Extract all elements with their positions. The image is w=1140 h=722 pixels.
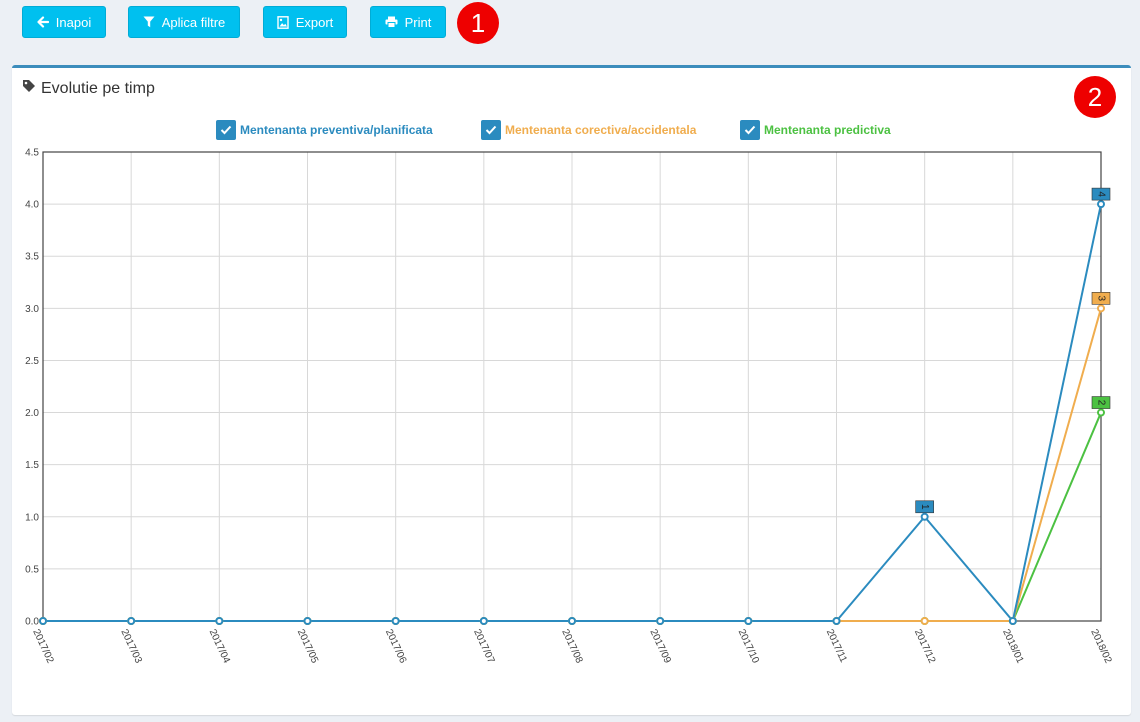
data-point [1097, 200, 1105, 209]
annotation-badge-2: 2 [1074, 76, 1116, 118]
data-point [303, 617, 312, 625]
x-tick-label: 2017/06 [383, 628, 408, 666]
checkbox-checked-icon[interactable] [740, 120, 760, 140]
data-label-box [1091, 396, 1111, 409]
back-button-label: Inapoi [55, 14, 92, 30]
panel-header: Evolutie pe timp [22, 79, 155, 98]
checkbox-checked-icon[interactable] [481, 120, 501, 140]
data-label-box [1091, 187, 1111, 201]
x-tick-label: 2017/09 [647, 628, 672, 666]
annotation-badge-1: 1 [457, 2, 499, 44]
data-point [215, 617, 224, 625]
data-point [656, 617, 665, 625]
y-tick-label: 2.5 [25, 356, 39, 367]
data-label-box [915, 500, 934, 514]
legend-label-preventive: Mentenanta preventiva/planificata [240, 123, 433, 137]
y-tick-label: 0.0 [25, 617, 39, 628]
data-label: 2 [1096, 400, 1107, 406]
data-point [568, 617, 576, 625]
data-point [1008, 617, 1017, 625]
data-point [744, 617, 753, 625]
data-point [391, 617, 400, 625]
x-tick-label: 2017/02 [30, 628, 55, 666]
y-tick-label: 2.0 [25, 408, 39, 419]
chart-panel: Evolutie pe timp 2 Mentenanta preventiva… [12, 65, 1131, 715]
apply-filters-button[interactable]: Aplica filtre [128, 6, 240, 38]
y-tick-label: 3.5 [25, 252, 39, 263]
legend-item-preventive[interactable]: Mentenanta preventiva/planificata [216, 120, 433, 140]
x-tick-label: 2017/04 [207, 628, 232, 666]
x-tick-label: 2018/01 [1000, 628, 1025, 666]
export-button[interactable]: Export [263, 6, 347, 38]
image-file-icon [277, 15, 289, 29]
data-label: 4 [1096, 191, 1107, 197]
data-point [479, 617, 488, 625]
arrow-left-icon [37, 16, 49, 28]
legend-label-predictive: Mentenanta predictiva [764, 123, 891, 137]
export-button-label: Export [295, 14, 334, 30]
line-chart: 2017/02 2017/03 2017/04 2017/05 2017/06 2017/… [25, 148, 1114, 666]
y-tick-label: 1.5 [25, 460, 39, 471]
tag-icon [22, 79, 36, 98]
panel-title: Evolutie pe timp [41, 79, 155, 97]
x-tick-label: 2017/07 [471, 628, 496, 666]
data-point [1097, 304, 1105, 313]
checkbox-checked-icon[interactable] [216, 120, 236, 140]
y-tick-label: 3.0 [25, 304, 39, 315]
apply-filters-label: Aplica filtre [161, 14, 226, 30]
y-tick-label: 4.0 [25, 200, 39, 211]
legend-item-corrective[interactable]: Mentenanta corectiva/accidentala [481, 120, 696, 140]
back-button[interactable]: Inapoi [22, 6, 106, 38]
x-tick-label: 2017/12 [912, 628, 937, 666]
data-label-box [1091, 292, 1111, 305]
printer-icon [385, 16, 398, 28]
y-tick-label: 1.0 [25, 512, 39, 523]
data-point [1097, 408, 1105, 417]
x-tick-label: 2017/10 [736, 628, 761, 666]
print-button-label: Print [404, 14, 432, 30]
data-point [832, 617, 841, 625]
x-tick-label: 2018/02 [1088, 628, 1113, 666]
data-point [39, 617, 47, 625]
x-tick-label: 2017/03 [118, 628, 143, 666]
y-tick-label: 0.5 [25, 564, 39, 575]
data-point [920, 512, 929, 521]
x-tick-label: 2017/08 [559, 628, 584, 666]
data-point [920, 617, 929, 625]
filter-icon [143, 16, 155, 28]
y-tick-label: 4.5 [25, 148, 39, 159]
legend-label-corrective: Mentenanta corectiva/accidentala [505, 123, 697, 137]
data-label: 1 [919, 504, 930, 510]
data-point [127, 617, 136, 625]
data-label: 3 [1096, 296, 1107, 302]
print-button[interactable]: Print [370, 6, 446, 38]
legend-item-predictive[interactable]: Mentenanta predictiva [740, 120, 891, 140]
x-tick-label: 2017/11 [824, 628, 849, 665]
x-tick-label: 2017/05 [295, 628, 320, 666]
